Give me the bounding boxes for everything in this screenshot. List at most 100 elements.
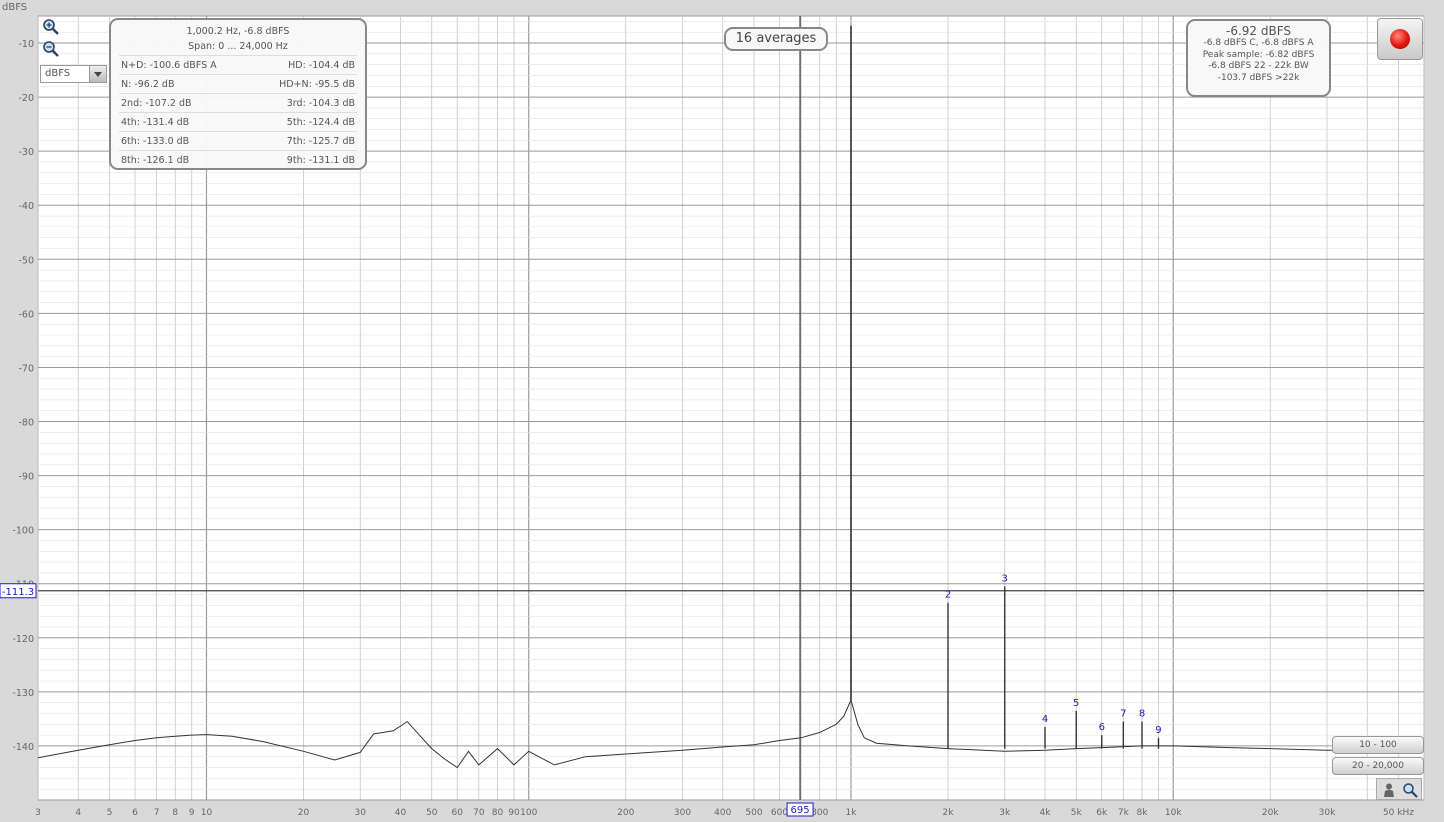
averages-badge[interactable]: 16 averages <box>724 27 828 51</box>
unit-select-value: dBFS <box>45 68 71 79</box>
x-tick-label: 1k <box>846 808 858 818</box>
x-tick-label: 300 <box>674 808 691 818</box>
harmonic-label: 8 <box>1139 709 1145 720</box>
x-tick-label: 80 <box>492 808 504 818</box>
x-tick-label: 90 <box>508 808 520 818</box>
x-tick-label: 30k <box>1319 808 1336 818</box>
harmonic-label: 5 <box>1073 698 1079 709</box>
range-10-100-button[interactable]: 10 - 100 <box>1332 736 1424 754</box>
stats-8th: 8th: -126.1 dB <box>119 150 252 169</box>
stats-5th: 5th: -124.4 dB <box>251 112 357 132</box>
x-tick-label: 60 <box>452 808 464 818</box>
stats-7th: 7th: -125.7 dB <box>251 131 357 151</box>
harmonic-label: 7 <box>1120 709 1126 720</box>
cursor-y-readout-box <box>0 583 37 599</box>
x-tick-label: 10 <box>201 808 213 818</box>
x-tick-label: 400 <box>714 808 731 818</box>
stats-6th: 6th: -133.0 dB <box>119 131 252 151</box>
y-tick-label: -50 <box>18 255 34 266</box>
x-tick-label: 500 <box>745 808 762 818</box>
stats-span: Span: 0 ... 24,000 Hz <box>188 41 288 52</box>
y-tick-label: -100 <box>12 526 34 537</box>
magnifier-icon[interactable] <box>1402 782 1418 798</box>
x-tick-label: 40 <box>395 808 407 818</box>
y-tick-label: -70 <box>18 363 34 374</box>
level-bandwidth: -6.8 dBFS 22 - 22k BW <box>1208 61 1309 71</box>
x-tick-label: 7 <box>154 808 160 818</box>
stats-hd-n: HD+N: -95.5 dB <box>251 74 357 94</box>
spectrum-trace <box>37 25 1368 769</box>
x-tick-label: 4k <box>1040 808 1052 818</box>
x-tick-label: 20 <box>298 808 310 818</box>
y-tick-label: -60 <box>18 309 34 320</box>
stats-row: 8th: -126.1 dB 9th: -131.1 dB <box>119 150 357 169</box>
x-tick-label: 200 <box>617 808 634 818</box>
record-icon <box>1390 29 1410 49</box>
y-tick-label: -30 <box>18 147 34 158</box>
level-main: -6.92 dBFS <box>1225 24 1292 38</box>
x-tick-label: 5k <box>1071 808 1083 818</box>
x-tick-label: 7k <box>1118 808 1130 818</box>
cursor-x-readout: 695 <box>791 805 810 816</box>
stats-9th: 9th: -131.1 dB <box>251 150 357 169</box>
harmonic-label: 6 <box>1099 722 1105 733</box>
x-tick-label: 20k <box>1262 808 1279 818</box>
x-tick-label: 6k <box>1096 808 1108 818</box>
stats-hd: HD: -104.4 dB <box>251 55 357 75</box>
y-tick-label: -80 <box>18 418 34 429</box>
range-20-20000-button[interactable]: 20 - 20,000 <box>1332 757 1424 775</box>
stats-2nd: 2nd: -107.2 dB <box>119 93 252 113</box>
harmonic-label: 2 <box>945 590 951 601</box>
x-tick-label: 30 <box>355 808 367 818</box>
level-above-22k: -103.7 dBFS >22k <box>1217 72 1300 83</box>
y-tick-label: -20 <box>18 93 34 104</box>
stats-panel: 1,000.2 Hz, -6.8 dBFS Span: 0 ... 24,000… <box>109 18 367 170</box>
person-icon[interactable] <box>1381 782 1397 798</box>
unit-select[interactable]: dBFS <box>40 65 107 83</box>
x-tick-label: 50 <box>426 808 438 818</box>
y-tick-label: -90 <box>18 472 34 483</box>
y-tick-label: -120 <box>12 634 34 645</box>
y-tick-label: -140 <box>12 742 34 753</box>
x-tick-label: 8k <box>1137 808 1149 818</box>
x-tick-label: 6 <box>132 808 138 818</box>
y-tick-label: -10 <box>18 39 34 50</box>
harmonic-label: 4 <box>1042 714 1048 725</box>
stats-row: 6th: -133.0 dB 7th: -125.7 dB <box>119 131 357 151</box>
stats-row: N+D: -100.6 dBFS A HD: -104.4 dB <box>119 55 357 75</box>
cursor-x-readout-box <box>786 802 814 817</box>
x-tick-label: 4 <box>75 808 81 818</box>
zoom-out-icon[interactable] <box>42 40 60 58</box>
y-tick-label: -130 <box>12 688 34 699</box>
stats-3rd: 3rd: -104.3 dB <box>251 93 357 113</box>
y-axis-labels: -10-20-30-40-50-60-70-80-90-100-110-120-… <box>12 39 34 753</box>
level-panel: -6.92 dBFS -6.8 dBFS C, -6.8 dBFS A Peak… <box>1186 19 1331 97</box>
x-tick-label: 100 <box>520 808 537 818</box>
level-weighted: -6.8 dBFS C, -6.8 dBFS A <box>1203 38 1314 48</box>
spectrum-line <box>37 698 1368 769</box>
record-button[interactable] <box>1377 18 1423 60</box>
level-peak-sample: Peak sample: -6.82 dBFS <box>1202 49 1315 60</box>
harmonic-label: 3 <box>1002 573 1008 584</box>
stats-row: N: -96.2 dB HD+N: -95.5 dB <box>119 74 357 94</box>
x-tick-label: 50 kHz <box>1383 808 1414 818</box>
stats-4th: 4th: -131.4 dB <box>119 112 252 132</box>
harmonic-label: 9 <box>1155 725 1161 736</box>
x-tick-label: 600 <box>771 808 788 818</box>
zoom-in-icon[interactable] <box>42 18 60 36</box>
cursor-y-readout: -111.3 <box>2 587 34 598</box>
stats-row: 4th: -131.4 dB 5th: -124.4 dB <box>119 112 357 132</box>
x-tick-label: 3k <box>999 808 1011 818</box>
tool-strip <box>1376 778 1422 800</box>
stats-n-d: N+D: -100.6 dBFS A <box>119 55 252 75</box>
chevron-down-icon[interactable] <box>89 66 106 82</box>
stats-row: 2nd: -107.2 dB 3rd: -104.3 dB <box>119 93 357 113</box>
x-tick-label: 70 <box>473 808 485 818</box>
stats-frequency-level: 1,000.2 Hz, -6.8 dBFS <box>186 26 290 37</box>
x-axis-labels: 3 4 5 6 7 8 9 10 20 30 40 50 60 70 80 90 100 200 300 400 500… <box>35 808 1414 818</box>
x-tick-label: 8 <box>172 808 178 818</box>
stats-n: N: -96.2 dB <box>119 74 252 94</box>
stats-table: N+D: -100.6 dBFS A HD: -104.4 dB N: -96.2… <box>119 55 357 169</box>
x-tick-label: 10k <box>1165 808 1182 818</box>
